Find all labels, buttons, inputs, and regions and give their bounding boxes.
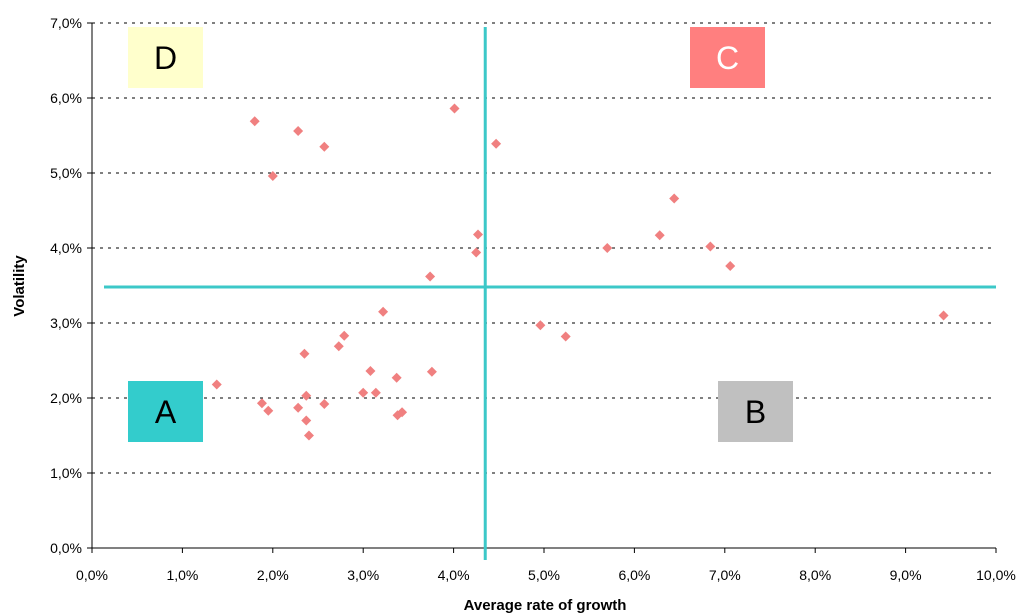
x-tick-label: 2,0%: [257, 567, 289, 583]
x-tick-label: 6,0%: [618, 567, 650, 583]
data-point: [358, 387, 369, 398]
axes: [87, 22, 997, 553]
data-point: [378, 306, 389, 317]
data-points: [211, 103, 949, 441]
data-point: [333, 341, 344, 352]
data-point: [471, 247, 482, 258]
quadrant-box: [128, 27, 203, 88]
data-point: [303, 430, 314, 441]
data-point: [725, 261, 736, 271]
quadrant-a-label: A: [128, 381, 203, 442]
data-point: [669, 193, 680, 204]
quadrant-letter: C: [716, 40, 739, 76]
x-tick-label: 1,0%: [166, 567, 198, 583]
y-axis-title: Volatility: [11, 255, 28, 317]
y-tick-label: 7,0%: [50, 15, 82, 31]
data-point: [491, 138, 502, 149]
x-tick-label: 10,0%: [976, 567, 1016, 583]
quadrant-box: [128, 381, 203, 442]
data-point: [654, 230, 665, 241]
data-point: [299, 348, 310, 359]
x-tick-label: 9,0%: [890, 567, 922, 583]
data-point: [391, 372, 402, 383]
x-tick-label: 8,0%: [799, 567, 831, 583]
x-tick-label: 7,0%: [709, 567, 741, 583]
data-point: [339, 330, 350, 341]
y-tick-label: 4,0%: [50, 240, 82, 256]
y-tick-label: 0,0%: [50, 540, 82, 556]
quadrant-b-label: B: [718, 381, 793, 442]
data-point: [249, 116, 260, 127]
quadrant-box: [690, 27, 765, 88]
data-point: [293, 126, 304, 136]
data-point: [397, 407, 408, 418]
data-point: [256, 398, 267, 409]
data-point: [319, 141, 330, 152]
x-tick-label: 3,0%: [347, 567, 379, 583]
quadrant-letter: B: [745, 394, 766, 430]
data-point: [370, 387, 381, 398]
quadrant-labels: A B C D: [128, 27, 793, 442]
data-point: [938, 310, 949, 321]
data-point: [301, 390, 312, 401]
data-point: [602, 243, 613, 253]
y-tick-label: 1,0%: [50, 465, 82, 481]
data-point: [263, 405, 274, 416]
data-point: [449, 103, 460, 114]
x-axis-title: Average rate of growth: [464, 597, 627, 614]
data-point: [293, 402, 304, 413]
y-tick-label: 3,0%: [50, 315, 82, 331]
data-point: [365, 366, 376, 376]
data-point: [426, 366, 437, 377]
y-tick-label: 5,0%: [50, 165, 82, 181]
data-point: [319, 399, 330, 409]
y-tick-label: 6,0%: [50, 90, 82, 106]
data-point: [705, 241, 716, 252]
x-tick-label: 4,0%: [438, 567, 470, 583]
x-tick-label: 0,0%: [76, 567, 108, 583]
quadrant-d-label: D: [128, 27, 203, 88]
x-tick-labels: 0,0% 1,0% 2,0% 3,0% 4,0% 5,0% 6,0% 7,0% 8,0% 9,0%…: [76, 567, 1016, 583]
data-point: [267, 171, 278, 181]
data-point: [301, 415, 312, 426]
y-tick-label: 2,0%: [50, 390, 82, 406]
data-point: [425, 271, 436, 282]
quadrant-letter: D: [154, 40, 177, 76]
quadrant-letter: A: [155, 394, 177, 430]
gridlines: [92, 22, 996, 474]
y-tick-labels: 0,0% 1,0% 2,0% 3,0% 4,0% 5,0% 6,0% 7,0%: [50, 15, 82, 556]
data-point: [473, 229, 484, 240]
data-point: [560, 331, 571, 342]
x-tick-label: 5,0%: [528, 567, 560, 583]
quadrant-dividers: [104, 27, 996, 560]
data-point: [211, 379, 222, 390]
data-point: [535, 320, 546, 331]
quadrant-box: [718, 381, 793, 442]
quadrant-c-label: C: [690, 27, 765, 88]
